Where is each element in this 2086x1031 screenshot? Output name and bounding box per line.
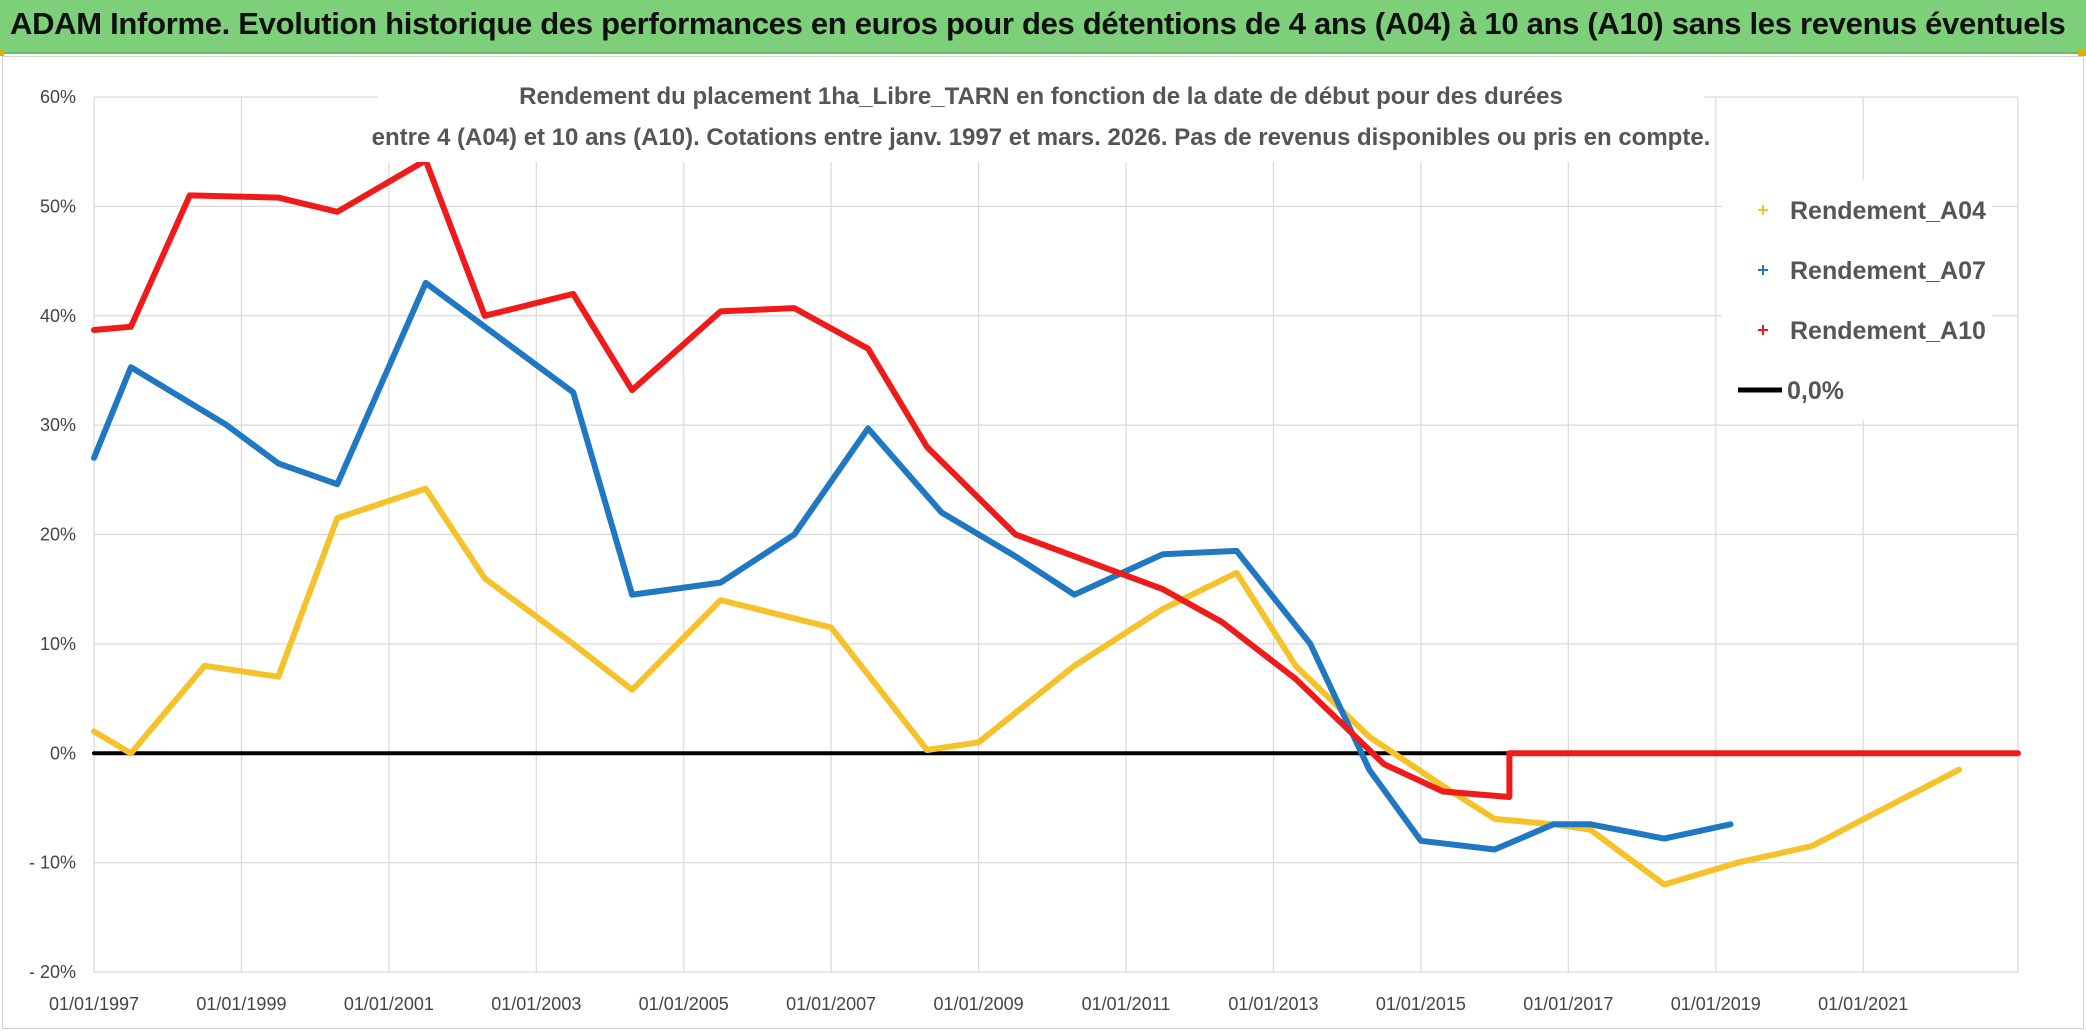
- legend-marker: [1758, 265, 1768, 275]
- series-line-rendement-a04: [91, 485, 1962, 888]
- x-tick-label: 01/01/2015: [1376, 994, 1466, 1014]
- series-line-rendement-a07: [91, 279, 1734, 853]
- y-tick-label: - 10%: [29, 853, 76, 873]
- x-tick-label: 01/01/2011: [1082, 994, 1171, 1014]
- y-tick-label: 40%: [40, 306, 76, 326]
- x-tick-label: 01/01/1997: [49, 994, 139, 1014]
- chart-frame: [2, 56, 2084, 1029]
- report-title: ADAM Informe. Evolution historique des p…: [10, 6, 2066, 41]
- x-tick-label: 01/01/2007: [786, 994, 876, 1014]
- x-tick-label: 01/01/2013: [1228, 994, 1318, 1014]
- legend-marker: [1758, 325, 1768, 335]
- x-tick-label: 01/01/2003: [491, 994, 581, 1014]
- y-tick-label: 60%: [40, 87, 76, 107]
- x-tick-label: 01/01/2001: [344, 994, 434, 1014]
- legend-background: [1722, 180, 1992, 420]
- x-tick-label: 01/01/1999: [196, 994, 286, 1014]
- y-tick-label: - 20%: [29, 962, 76, 982]
- chart-title-line2: entre 4 (A04) et 10 ans (A10). Cotations…: [372, 124, 1711, 151]
- report-banner: ADAM Informe. Evolution historique des p…: [0, 0, 2086, 54]
- legend-marker: [1758, 205, 1768, 215]
- legend-label: Rendement_A07: [1790, 257, 1986, 285]
- x-axis-ticks: 01/01/1997 01/01/1999 01/01/2001 01/01/2003…: [49, 994, 1908, 1014]
- x-tick-label: 01/01/2021: [1818, 994, 1908, 1014]
- x-tick-label: 01/01/2019: [1671, 994, 1761, 1014]
- banner-accent-left: [0, 50, 4, 56]
- x-tick-label: 01/01/2009: [934, 994, 1024, 1014]
- y-tick-label: 0%: [50, 743, 76, 763]
- gridlines: [93, 96, 2019, 973]
- y-tick-label: 50%: [40, 196, 76, 216]
- chart-legend: Rendement_A04 Rendement_A07 Rendement_A10 0…: [1722, 180, 1992, 420]
- title-background: [378, 78, 1704, 162]
- x-tick-label: 01/01/2017: [1523, 994, 1613, 1014]
- y-tick-label: 10%: [40, 634, 76, 654]
- legend-label: Rendement_A04: [1790, 197, 1986, 225]
- legend-label: 0,0%: [1787, 377, 1844, 405]
- series-line-rendement-a10: [91, 157, 2021, 800]
- chart-title-line1: Rendement du placement 1ha_Libre_TARN en…: [519, 83, 1563, 110]
- series-lines: [91, 157, 2021, 888]
- y-axis-ticks: 60% 50% 40% 30% 20% 10% 0% - 10% - 20%: [29, 87, 76, 982]
- y-tick-label: 30%: [40, 415, 76, 435]
- x-tick-label: 01/01/2005: [639, 994, 729, 1014]
- legend-label: Rendement_A10: [1790, 317, 1986, 345]
- y-tick-label: 20%: [40, 525, 76, 545]
- banner-accent-right: [2078, 50, 2086, 56]
